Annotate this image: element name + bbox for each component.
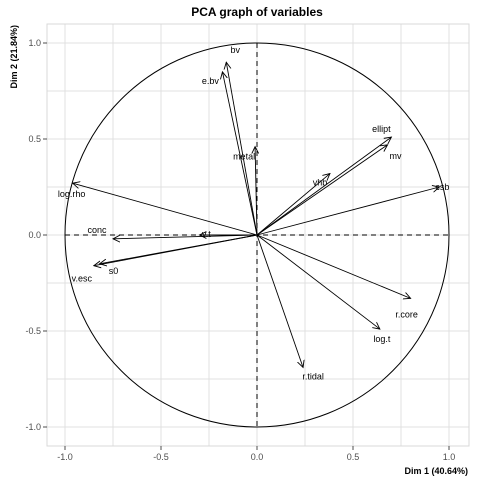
arrow-bv	[226, 62, 258, 236]
arrow-log-rho	[73, 183, 258, 236]
label-mv: mv	[390, 151, 402, 161]
y-axis-ticks: -1.0 -0.5 0.0 0.5 1.0	[25, 38, 47, 432]
arrow-mv	[256, 145, 388, 236]
label-csb: csb	[435, 182, 449, 192]
label-r-core: r.core	[395, 309, 418, 319]
label-v-t: v.t	[202, 229, 211, 239]
unit-circle	[64, 42, 450, 428]
label-vhb: vhb	[313, 178, 328, 188]
x-tick-label: -0.5	[153, 452, 169, 462]
label-v-esc: v.esc	[72, 274, 93, 284]
correlation-circle	[64, 42, 450, 428]
label-log-t: log.t	[373, 334, 391, 344]
y-tick-label: 1.0	[28, 38, 41, 48]
label-s0: s0	[109, 266, 119, 276]
arrow-e-bv	[222, 72, 258, 236]
x-tick-label: 1.0	[443, 452, 456, 462]
y-tick-label: -0.5	[25, 326, 41, 336]
label-log-rho: log.rho	[58, 189, 86, 199]
y-tick-label: 0.5	[28, 134, 41, 144]
arrow-log-t	[256, 234, 380, 329]
arrow-v-esc	[94, 234, 258, 266]
y-tick-label: -1.0	[25, 422, 41, 432]
x-axis-title: Dim 1 (40.64%)	[404, 466, 468, 476]
arrow-vhb	[256, 174, 330, 236]
arrow-metal	[255, 147, 257, 236]
arrow-r-core	[256, 234, 411, 298]
label-ellipt: ellipt	[372, 124, 391, 134]
x-tick-label: 0.0	[251, 452, 264, 462]
y-tick-label: 0.0	[28, 230, 41, 240]
x-tick-label: 0.5	[347, 452, 360, 462]
x-tick-label: -1.0	[57, 452, 73, 462]
variable-arrows	[73, 62, 440, 367]
label-bv: bv	[231, 45, 241, 55]
arrow-csb	[256, 187, 439, 236]
y-axis-title: Dim 2 (21.84%)	[9, 25, 19, 89]
label-e-bv: e.bv	[202, 76, 220, 86]
variable-labels: bv e.bv ellipt mv metal vhb csb log.rho v.t conc s…	[58, 45, 449, 381]
label-r-tidal: r.tidal	[302, 371, 324, 381]
label-conc: conc	[87, 225, 107, 235]
x-axis-ticks: -1.0 -0.5 0.0 0.5 1.0	[57, 446, 455, 462]
arrow-conc	[113, 234, 258, 239]
arrow-ellipt	[256, 137, 391, 236]
label-metal: metal	[233, 152, 255, 162]
chart-title: PCA graph of variables	[191, 5, 323, 19]
arrow-r-tidal	[256, 234, 303, 367]
